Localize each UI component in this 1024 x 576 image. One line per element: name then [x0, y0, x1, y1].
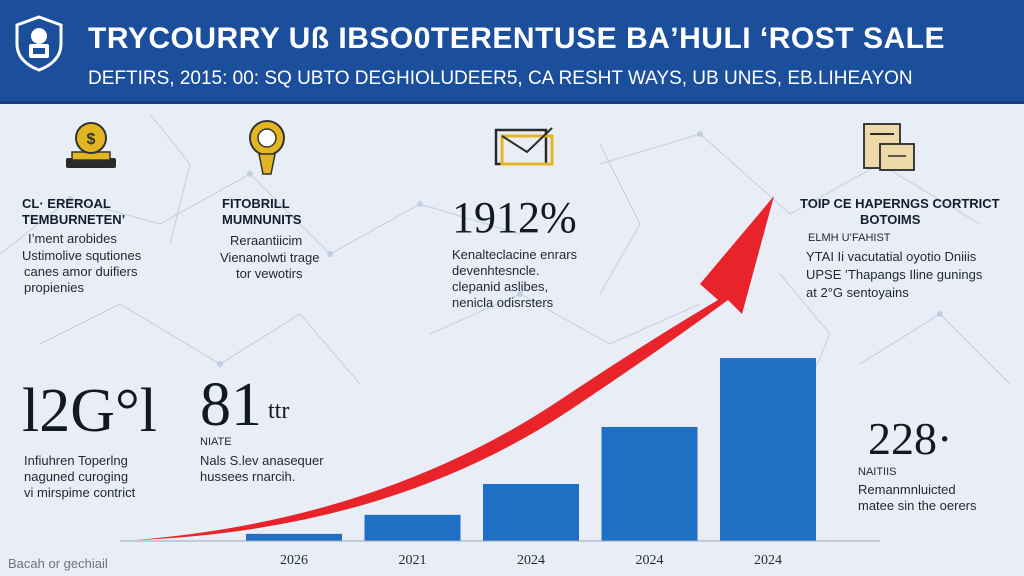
page-title: TRYCOURRY Uß IBSO0TERENTUSE BAʼHULI ʻROS…: [88, 22, 945, 55]
panel7-line2: matee sin the oerers: [858, 498, 977, 513]
panel6-label: NIATE: [200, 436, 232, 448]
panel3-value: 1912%: [452, 193, 577, 242]
panel4-line2: YTAI Ii vacutatial oyotio Dniiis: [806, 249, 977, 264]
panel7-value: 228·: [868, 413, 953, 464]
panel2-heading-line1: FITOBRILL: [222, 196, 290, 211]
panel4-line3: UPSE ’Thapangs Iline gunings: [806, 267, 983, 282]
shield-logo-icon: [15, 15, 63, 72]
footer-note: Bacah or gechiail: [8, 556, 108, 571]
panel7-line1: Remanmnluicted: [858, 482, 956, 497]
panel1-line1: I’ment arobides: [28, 231, 117, 246]
panel1-line3: canes amor duifiers: [24, 264, 138, 279]
header-banner: TRYCOURRY Uß IBSO0TERENTUSE BAʼHULI ʻROS…: [0, 0, 1024, 104]
panel3-line1: Kenalteclacine enrars: [452, 247, 578, 262]
panel4-line4: at 2°G sentoyains: [806, 285, 909, 300]
x-tick-label-1: 2026: [280, 553, 308, 568]
panel2-heading-line2: MUMNUNITS: [222, 212, 302, 227]
money-coin-icon: $: [66, 122, 116, 168]
panel5-value: l2G°l: [22, 377, 158, 445]
panel5-line1: Infiuhren Toperlng: [24, 453, 128, 468]
panel1-line2: Ustimolive squtiones: [22, 248, 142, 263]
panel4-line1: ELMH U’FAHIST: [808, 232, 891, 244]
panel6-line2: hussees rnarcih.: [200, 469, 296, 484]
trend-arrow: [135, 196, 774, 540]
bar-5: [720, 358, 816, 541]
panel4-heading-line1: TOIP CE HAPERNGS CORTRICT: [800, 196, 1000, 211]
panel2-line1: Reraantiicim: [230, 233, 303, 248]
x-tick-label-4: 2024: [636, 553, 664, 568]
panel1-line4: propienies: [24, 280, 84, 295]
bar-3: [483, 483, 579, 541]
panel5-line3: vi mirspime contrict: [24, 485, 136, 500]
panel3-line4: nenicla odisrsters: [452, 295, 554, 310]
panel7-label: NAITIIS: [858, 466, 897, 478]
x-tick-label-2: 2021: [399, 553, 427, 568]
panel3-line3: clepanid aslibes,: [452, 279, 549, 294]
background-network-lines: [0, 113, 1011, 405]
bar-4: [601, 426, 698, 541]
bar-1: [246, 533, 342, 541]
envelope-icon: [494, 127, 554, 166]
panel2-line2: Vienanolwti trage: [220, 250, 320, 265]
svg-text:$: $: [87, 131, 96, 148]
panel6-line1: Nals S.lev anasequer: [200, 453, 324, 468]
panel6-value: 81: [200, 371, 262, 439]
panel1-heading-line1: CL· EREROAL: [22, 196, 111, 211]
panel2-line3: tor vewotirs: [236, 266, 303, 281]
lightbulb-icon: [249, 120, 285, 175]
bar-2: [364, 514, 461, 541]
panel5-line2: naguned curoging: [24, 469, 129, 484]
panel1-heading-line2: TEMBURNETEN’: [22, 212, 126, 227]
page-subtitle: DEFTIRS, 2015: 00: SQ UBTO DEGHIOLUDEER5…: [88, 68, 913, 89]
panel4-heading-line2: BOTOIMS: [860, 212, 921, 227]
panel6-value-suffix: ttr: [268, 398, 290, 424]
panel3-line2: devenhtesncle.: [452, 263, 540, 278]
document-tray-icon: [863, 123, 915, 171]
x-tick-label-5: 2024: [754, 553, 782, 568]
x-tick-label-3: 2024: [517, 553, 545, 568]
